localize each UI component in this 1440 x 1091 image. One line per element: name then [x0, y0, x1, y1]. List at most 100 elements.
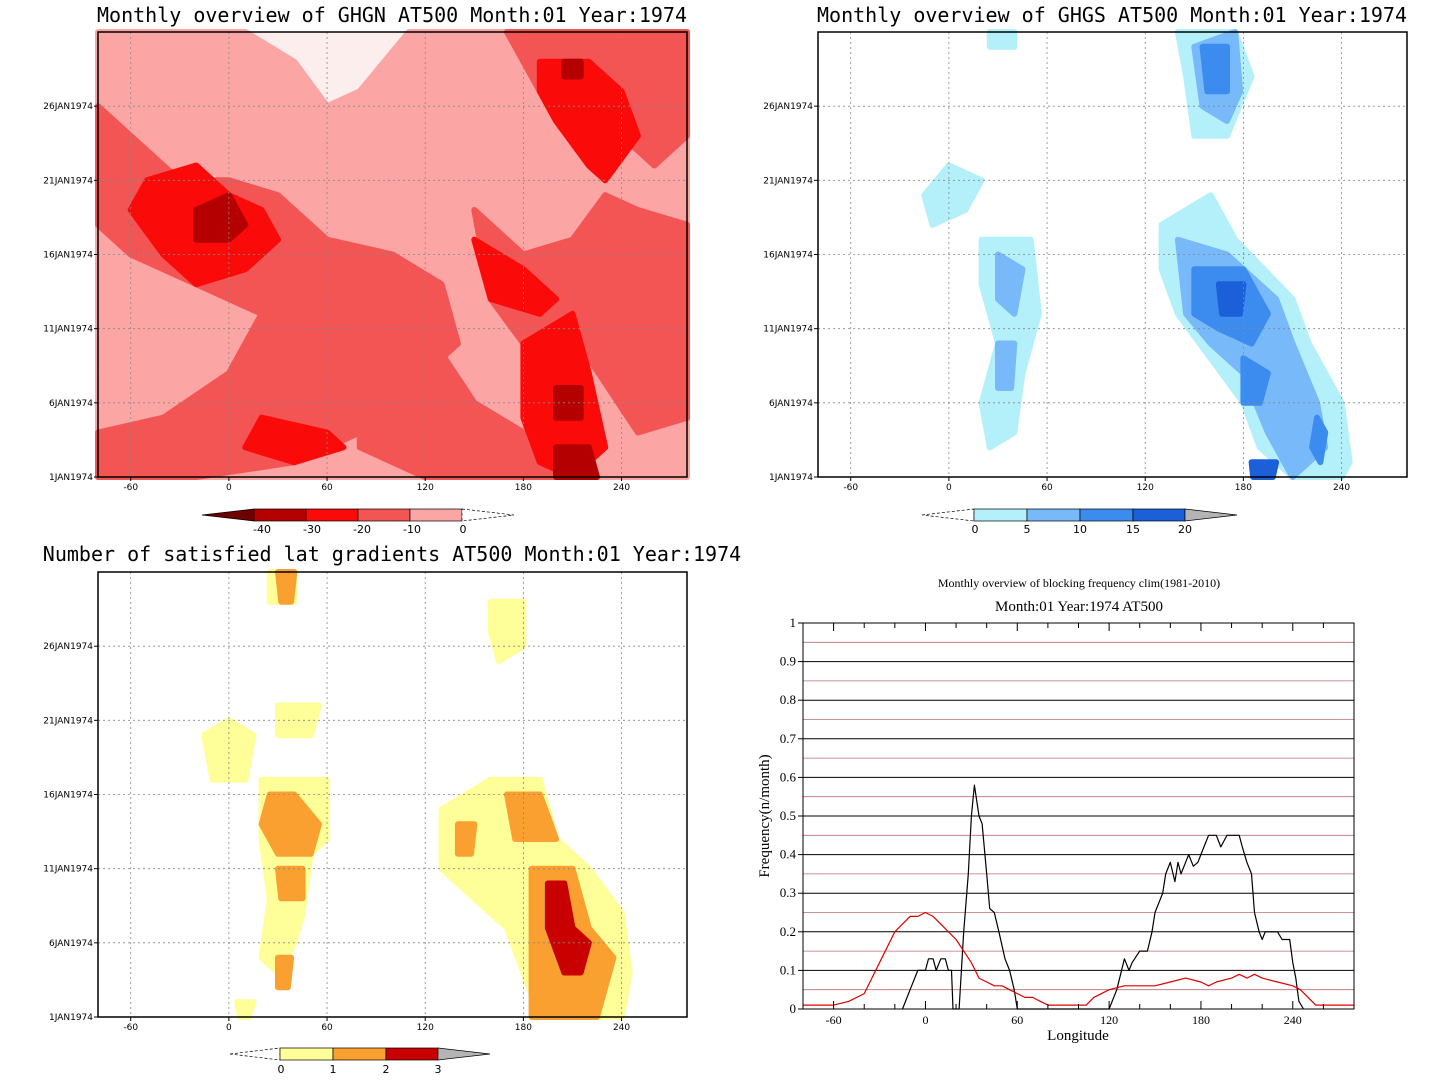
frequency-y-tick-label: 0.4 — [780, 847, 797, 862]
ghgs-cbar-seg — [1079, 508, 1134, 522]
grad-y-tick-label: 16JAN1974 — [43, 791, 93, 801]
ghgs-cbar-seg — [1026, 508, 1081, 522]
ghgs-cbar-label: 5 — [1024, 523, 1031, 536]
grad-x-tick-label: -60 — [123, 1023, 138, 1033]
frequency-xlabel: Longitude — [1047, 1028, 1109, 1044]
panel-gradients: Number of satisfied lat gradients AT500 … — [43, 542, 741, 1076]
ghgs-contour-region — [1215, 281, 1247, 317]
grad-contour-region — [201, 717, 257, 783]
gradients-cbar-label: 1 — [330, 1063, 337, 1076]
ghgn-title: Monthly overview of GHGN AT500 Month:01 … — [97, 3, 687, 27]
ghgs-cbar-arrow-left — [921, 508, 975, 522]
grad-x-tick-label: 0 — [226, 1023, 232, 1033]
frequency-x-tick-label: 240 — [1284, 1013, 1302, 1027]
ghgn-y-tick-label: 6JAN1974 — [49, 399, 93, 409]
ghgn-x-tick-label: -60 — [123, 483, 138, 493]
grad-contour-region — [487, 598, 527, 664]
ghgn-cbar-label: -10 — [403, 523, 421, 536]
ghgs-y-tick-label: 11JAN1974 — [763, 325, 813, 335]
ghgn-x-tick-label: 0 — [226, 483, 232, 493]
ghgs-x-tick-label: 120 — [1137, 483, 1154, 493]
frequency-series-red-line — [803, 911, 1354, 1006]
frequency-y-tick-label: 1 — [790, 615, 797, 630]
frequency-x-tick-label: 60 — [1011, 1013, 1023, 1027]
frequency-grid — [803, 641, 1354, 991]
ghgs-colorbar: 0 5 10 15 20 — [921, 508, 1238, 536]
frequency-y-tick-label: 0.3 — [780, 885, 796, 900]
frequency-y-tick-label: 0.1 — [780, 962, 796, 977]
grad-x-tick-label: 120 — [417, 1023, 434, 1033]
ghgs-y-tick-label: 21JAN1974 — [763, 176, 813, 186]
ghgs-contour-region — [1248, 459, 1280, 480]
gradients-title: Number of satisfied lat gradients AT500 … — [43, 542, 741, 566]
ghgn-cbar-label: -20 — [353, 523, 371, 536]
grad-x-tick-label: 180 — [515, 1023, 532, 1033]
ghgn-cbar-label: -40 — [253, 523, 271, 536]
frequency-x-tick-label: 180 — [1192, 1013, 1210, 1027]
frequency-y-axis: 0 0.1 0.2 0.3 0.4 0.5 0.6 0.7 0.8 0.9 1 — [780, 615, 803, 1016]
ghgn-y-tick-label: 11JAN1974 — [43, 325, 93, 335]
ghgn-contour-region — [561, 58, 584, 80]
ghgs-contour-region — [1199, 43, 1230, 95]
ghgs-title: Monthly overview of GHGS AT500 Month:01 … — [817, 3, 1407, 27]
panel-ghgs: Monthly overview of GHGS AT500 Month:01 … — [763, 3, 1408, 536]
ghgs-cbar-label: 10 — [1073, 523, 1087, 536]
ghgn-cbar-seg — [357, 508, 411, 522]
ghgn-cbar-label: 0 — [460, 523, 467, 536]
ghgs-y-tick-label: 26JAN1974 — [763, 102, 813, 112]
ghgs-contour-region — [995, 251, 1026, 317]
ghgn-contour-region — [193, 192, 249, 243]
ghgs-x-tick-label: 180 — [1235, 483, 1252, 493]
grad-y-tick-label: 6JAN1974 — [49, 939, 93, 949]
grad-contour-region — [234, 999, 257, 1020]
ghgs-y-tick-label: 1JAN1974 — [769, 473, 813, 483]
frequency-title: Monthly overview of blocking frequency c… — [938, 576, 1220, 590]
ghgn-cbar-arrow-right — [461, 508, 515, 522]
ghgs-contour-region — [995, 340, 1018, 391]
ghgn-contour-region — [553, 444, 600, 480]
ghgn-cbar-seg — [305, 508, 359, 522]
ghgs-y-tick-label: 16JAN1974 — [763, 251, 813, 261]
ghgs-x-axis: -60 0 60 120 180 240 — [843, 477, 1350, 493]
ghgs-x-tick-label: 0 — [946, 483, 952, 493]
frequency-y-tick-label: 0.7 — [780, 731, 797, 746]
ghgn-x-tick-label: 180 — [515, 483, 532, 493]
frequency-y-tick-label: 0.2 — [780, 924, 796, 939]
gradients-colorbar: 0 1 2 3 — [229, 1047, 491, 1076]
grad-contour-region — [544, 880, 592, 976]
panel-frequency: Monthly overview of blocking frequency c… — [757, 576, 1355, 1044]
ghgs-cbar-label: 0 — [972, 523, 979, 536]
ghgs-cbar-seg — [1132, 508, 1186, 522]
ghgn-x-tick-label: 60 — [321, 483, 333, 493]
gradients-cbar-label: 2 — [383, 1063, 390, 1076]
ghgn-heatmap — [95, 29, 690, 480]
frequency-ylabel: Frequency(n/month) — [757, 754, 773, 877]
ghgn-cbar-seg — [409, 508, 463, 522]
grad-contour-region — [275, 954, 295, 991]
panel-ghgn: Monthly overview of GHGN AT500 Month:01 … — [43, 3, 690, 536]
grad-y-tick-label: 1JAN1974 — [49, 1013, 93, 1023]
frequency-x-tick-label: 0 — [922, 1013, 928, 1027]
ghgn-contour-region — [471, 236, 560, 317]
grad-y-tick-label: 11JAN1974 — [43, 865, 93, 875]
frequency-y-tick-label: 0.6 — [780, 769, 797, 784]
ghgs-x-tick-label: -60 — [843, 483, 858, 493]
ghgn-x-tick-label: 120 — [417, 483, 434, 493]
grad-x-tick-label: 60 — [321, 1023, 333, 1033]
ghgn-x-axis: -60 0 60 120 180 240 — [123, 477, 630, 493]
frequency-y-tick-label: 0.5 — [780, 808, 796, 823]
ghgn-y-tick-label: 16JAN1974 — [43, 251, 93, 261]
ghgs-cbar-arrow-right — [1184, 508, 1238, 522]
ghgn-cbar-arrow-left — [201, 508, 255, 522]
gradients-heatmap — [98, 569, 687, 1020]
grad-contour-region — [454, 821, 478, 857]
frequency-y-tick-label: 0.9 — [780, 654, 796, 669]
grad-x-tick-label: 240 — [613, 1023, 630, 1033]
ghgn-y-axis: 1JAN1974 6JAN1974 11JAN1974 16JAN1974 21JAN1… — [43, 102, 98, 483]
gradients-cbar-label: 3 — [435, 1063, 442, 1076]
ghgs-y-axis: 1JAN1974 6JAN1974 11JAN1974 16JAN1974 21JAN1… — [763, 102, 818, 483]
gradients-cbar-arrow-left — [229, 1047, 281, 1061]
frequency-series — [803, 784, 1354, 1010]
gradients-cbar-seg — [332, 1047, 387, 1061]
